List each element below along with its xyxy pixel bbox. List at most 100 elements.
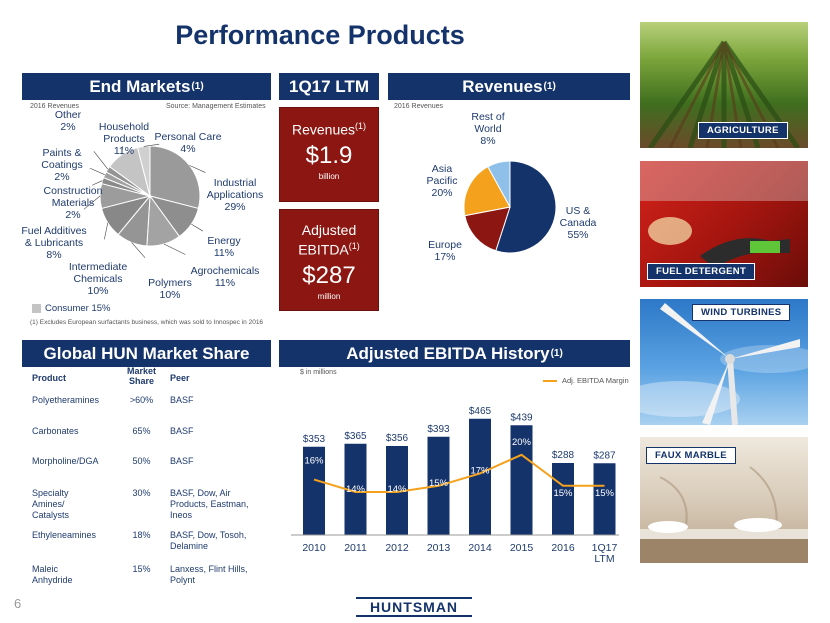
cell-share: 15% (132, 564, 151, 574)
cell-share: 30% (132, 488, 151, 498)
rev-label-us-canada: US & Canada 55% (560, 205, 597, 241)
cell-product: Specialty Amines/ Catalysts (32, 488, 70, 520)
ebitda-bar-chart: $353 2010 $365 2011 $356 2012 $393 2013 $465 2014… (291, 406, 619, 565)
cell-product: Maleic Anhydride (32, 564, 73, 585)
faux-marble-tag: FAUX MARBLE (646, 447, 736, 464)
ltm-ebitda-unit: million (317, 291, 341, 301)
ebitda-x-tick-label: 2016 (551, 542, 575, 554)
end-markets-footnote: (1) Excludes European surfactants busine… (30, 319, 264, 326)
pie-label-personal-care: Personal Care 4% (154, 131, 221, 155)
ebitda-margin-label: 14% (387, 484, 407, 495)
revenues-header: Revenues (1) (388, 73, 630, 100)
huntsman-logo-text: HUNTSMAN (369, 599, 459, 615)
ebitda-bar-value-label: $287 (593, 450, 616, 461)
cell-product: Ethyleneamines (32, 530, 97, 540)
end-markets-header-text: End Markets (89, 76, 191, 96)
agriculture-image: AGRICULTURE (640, 22, 808, 148)
end-markets-pie-chart: Industrial Applications 29% Energy 11% Agroch… (21, 110, 263, 301)
cell-peer: BASF (170, 456, 194, 466)
pie-leader-other (93, 151, 109, 170)
cell-share: >60% (129, 395, 154, 405)
page-number: 6 (14, 596, 22, 611)
revenues-pie-chart: US & Canada 55% Europe 17% Asia Pacific 20% Rest… (427, 111, 597, 263)
ebitda-margin-line (313, 453, 605, 493)
pie-leader-fuel-additives-lubricants (83, 195, 101, 210)
ebitda-x-tick-label: 2013 (427, 542, 451, 554)
pie-label-agrochemicals: Agrochemicals 11% (191, 265, 260, 289)
ebitda-margin-label: 14% (346, 484, 366, 495)
consumer-legend: Consumer 15% (32, 303, 110, 314)
pie-label-other: Other 2% (55, 110, 82, 133)
cell-peer: BASF, Dow, Tosoh, Delamine (170, 530, 247, 551)
ebitda-bar (344, 443, 367, 535)
ltm-header: 1Q17 LTM (279, 73, 379, 100)
revenues-header-sup: (1) (543, 81, 556, 92)
ltm-revenues-label: Revenues(1) (280, 118, 378, 138)
pie-leader-household-products (121, 145, 123, 155)
cell-peer: BASF (170, 426, 194, 436)
pie-label-construction-materials: Construction Materials 2% (44, 185, 103, 221)
ebitda-x-tick-label: 2012 (385, 542, 409, 554)
end-markets-header-sup: (1) (191, 81, 204, 92)
pie-label-household-products: Household Products 11% (99, 121, 149, 157)
pie-leader-energy (191, 223, 203, 232)
revenues-header-text: Revenues (462, 76, 543, 96)
ebitda-margin-label: 16% (304, 456, 324, 467)
ebitda-bar (552, 463, 574, 535)
pie-leader-personal-care (143, 143, 160, 147)
revenues-note: 2016 Revenues (394, 103, 444, 110)
pie-label-polymers: Polymers 10% (148, 277, 192, 301)
table-row: Specialty Amines/ Catalysts 30% BASF, Dow,… (32, 479, 264, 521)
ebitda-legend: Adj. EBITDA Margin (543, 376, 629, 385)
pie-leader-paints-coatings (89, 167, 105, 175)
ebitda-margin-label: 15% (429, 478, 449, 489)
rev-label-europe: Europe 17% (428, 239, 462, 263)
ebitda-bar-value-label: $356 (386, 433, 409, 444)
wind-turbine-graphic (640, 303, 808, 425)
agriculture-rows-graphic (647, 40, 801, 148)
end-markets-note: 2016 Revenues (30, 103, 80, 110)
cell-share: 18% (132, 530, 151, 540)
pie-leader-polymers (131, 242, 146, 258)
pie-label-paints-coatings: Paints & Coatings 2% (41, 147, 82, 183)
ltm-revenues-label-text: Revenues (291, 121, 356, 138)
ltm-revenues-value: $1.9 (305, 141, 353, 169)
col-product-header: Product (32, 373, 67, 383)
table-row: Morpholine/DGA 50% BASF (32, 447, 264, 479)
fuel-nozzle-graphic (640, 161, 808, 269)
ebitda-bar-value-label: $465 (469, 406, 492, 417)
ltm-ebitda-label-1: Adjusted (301, 222, 357, 238)
ebitda-margin-label: 15% (595, 488, 615, 499)
table-row: Polyetheramines >60% BASF (32, 386, 264, 417)
ebitda-bar-value-label: $393 (427, 424, 450, 435)
ebitda-history-header: Adjusted EBITDA History (1) (279, 340, 630, 367)
ltm-ebitda-label-2: EBITDA (298, 241, 349, 258)
ebitda-margin-label: 20% (512, 437, 532, 448)
ebitda-history-header-text: Adjusted EBITDA History (346, 343, 550, 363)
ebitda-x-tick-label: 2011 (344, 542, 367, 554)
ebitda-bar (469, 418, 491, 535)
ebitda-x-tick-label: 1Q17 LTM (592, 542, 618, 565)
ltm-revenues-unit: billion (318, 171, 340, 181)
end-markets-header: End Markets (1) (22, 73, 271, 100)
ebitda-margin-label: 17% (470, 465, 490, 476)
fuel-detergent-tag: FUEL DETERGENT (647, 263, 756, 280)
pie-leader-intermediate-chemicals (104, 222, 109, 240)
cell-peer: Lanxess, Flint Hills, Polynt (170, 564, 248, 585)
consumer-legend-label: Consumer 15% (45, 303, 111, 314)
wind-turbines-tag: WIND TURBINES (692, 304, 791, 321)
cell-product: Carbonates (32, 426, 79, 436)
ebitda-bar-value-label: $439 (510, 412, 533, 423)
market-share-header: Global HUN Market Share (22, 340, 271, 367)
ebitda-bar-value-label: $288 (552, 450, 575, 461)
pie-leader-industrial-applications (189, 165, 206, 173)
agriculture-tag: AGRICULTURE (698, 122, 788, 139)
ebitda-bar (510, 425, 533, 535)
cell-share: 65% (132, 426, 151, 436)
pie-label-fuel-additives-lubricants: Fuel Additives & Lubricants 8% (21, 225, 86, 261)
cell-product: Morpholine/DGA (32, 456, 99, 466)
cell-share: 50% (132, 456, 151, 466)
rev-slice-asia-pacific (463, 166, 511, 217)
ebitda-x-tick-label: 2014 (468, 542, 492, 554)
ebitda-bar-value-label: $353 (303, 434, 326, 445)
